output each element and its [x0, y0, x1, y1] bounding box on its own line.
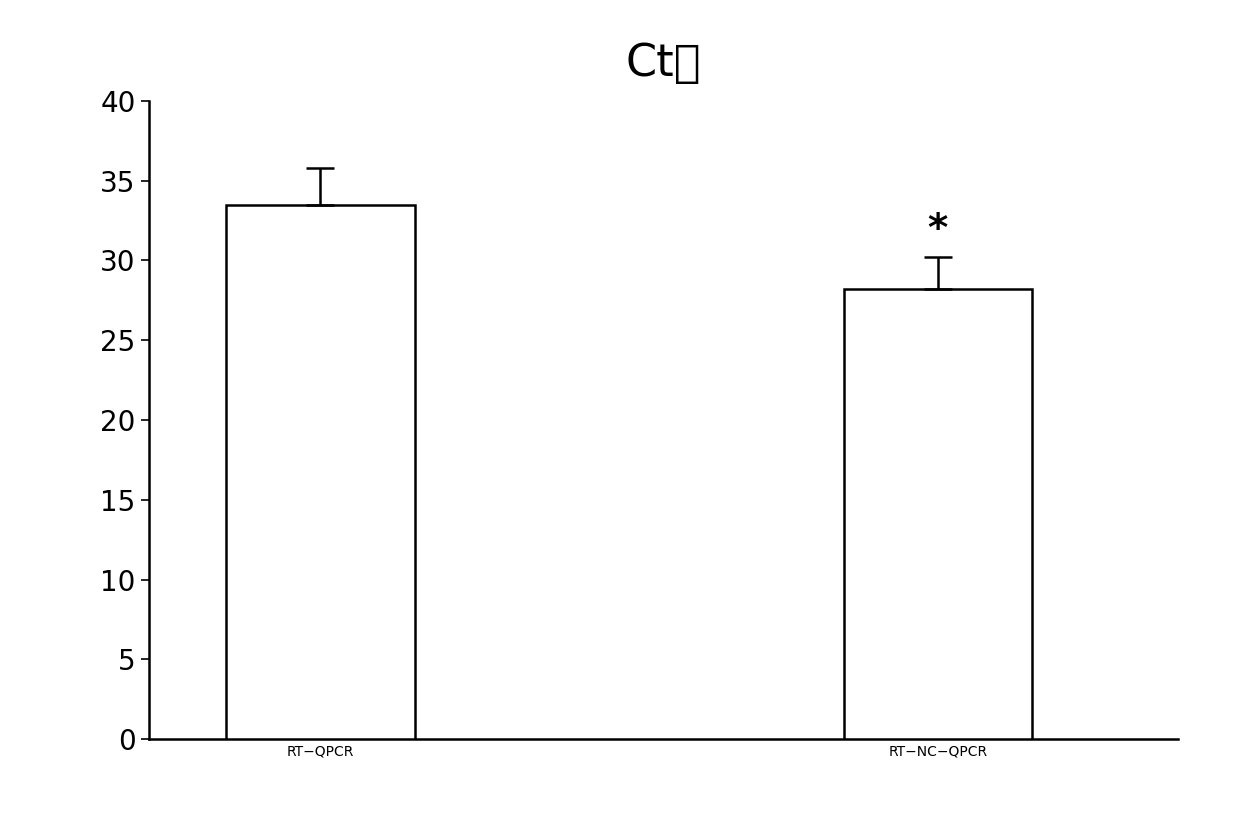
Bar: [843, 289, 1032, 739]
Title: Ct値: Ct値: [626, 42, 701, 85]
Text: *: *: [928, 211, 947, 249]
Bar: [226, 204, 414, 739]
